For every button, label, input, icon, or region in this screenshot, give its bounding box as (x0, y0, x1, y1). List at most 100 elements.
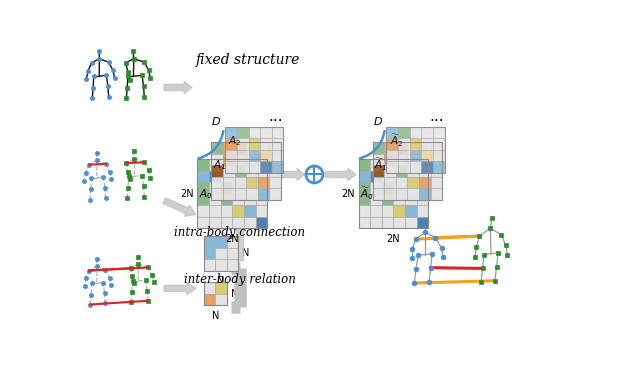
Text: ...: ... (430, 109, 444, 124)
Bar (226, 138, 237, 150)
Bar (211, 142, 281, 200)
Bar (197, 194, 209, 205)
Bar (215, 294, 227, 305)
Bar (405, 205, 417, 217)
Bar (417, 205, 428, 217)
Bar (398, 138, 410, 150)
Bar (235, 154, 246, 165)
FancyArrow shape (279, 168, 304, 180)
Text: 2N: 2N (226, 234, 239, 244)
Bar (382, 217, 394, 228)
Bar (410, 161, 421, 173)
Bar (232, 171, 244, 182)
Bar (386, 127, 444, 173)
Bar (382, 171, 394, 182)
Bar (203, 282, 227, 305)
Bar (203, 236, 239, 271)
Bar (269, 154, 281, 165)
Bar (398, 150, 410, 161)
Bar (246, 188, 258, 200)
Bar (260, 150, 272, 161)
Bar (407, 142, 419, 154)
Bar (384, 142, 396, 154)
Bar (394, 194, 405, 205)
Bar (384, 154, 396, 165)
Bar (221, 171, 232, 182)
Bar (209, 159, 221, 171)
Bar (373, 165, 384, 177)
Bar (394, 217, 405, 228)
Bar (223, 188, 235, 200)
Bar (358, 159, 428, 228)
Bar (235, 142, 246, 154)
Bar (223, 165, 235, 177)
Bar (232, 217, 244, 228)
Bar (407, 165, 419, 177)
Bar (370, 205, 382, 217)
Bar (373, 142, 442, 200)
Bar (203, 259, 215, 271)
Bar (258, 154, 269, 165)
Bar (419, 188, 431, 200)
Bar (370, 182, 382, 194)
Bar (244, 159, 255, 171)
Bar (358, 205, 370, 217)
Bar (384, 165, 396, 177)
Text: N: N (231, 289, 238, 299)
Bar (232, 194, 244, 205)
Bar (237, 138, 248, 150)
Bar (419, 177, 431, 188)
FancyArrow shape (164, 282, 196, 295)
Bar (215, 282, 227, 294)
Text: N: N (242, 249, 250, 258)
Bar (269, 165, 281, 177)
Bar (433, 161, 444, 173)
FancyArrow shape (233, 172, 247, 261)
Bar (421, 150, 433, 161)
Bar (211, 188, 223, 200)
Bar (386, 161, 398, 173)
Bar (211, 177, 223, 188)
Bar (221, 217, 232, 228)
Bar (197, 182, 209, 194)
Bar (223, 142, 235, 154)
Bar (370, 159, 382, 171)
Bar (258, 177, 269, 188)
Bar (407, 177, 419, 188)
Bar (246, 154, 258, 165)
Bar (269, 142, 281, 154)
Bar (226, 150, 237, 161)
Bar (246, 165, 258, 177)
Bar (209, 217, 221, 228)
Bar (235, 165, 246, 177)
Bar (431, 154, 442, 165)
Bar (244, 171, 255, 182)
Bar (405, 182, 417, 194)
Bar (203, 236, 215, 248)
Bar (197, 159, 209, 171)
Bar (203, 248, 215, 259)
Bar (209, 194, 221, 205)
Bar (221, 159, 232, 171)
Bar (419, 142, 431, 154)
Text: 2N: 2N (180, 189, 194, 199)
Text: N: N (211, 311, 219, 321)
Bar (394, 205, 405, 217)
Bar (215, 236, 227, 248)
Bar (272, 138, 284, 150)
Bar (244, 217, 255, 228)
Bar (272, 161, 284, 173)
Bar (431, 142, 442, 154)
Bar (396, 142, 407, 154)
Bar (433, 150, 444, 161)
Bar (248, 150, 260, 161)
Bar (203, 282, 215, 294)
Bar (417, 171, 428, 182)
FancyArrow shape (163, 198, 196, 216)
Bar (410, 127, 421, 138)
Bar (431, 177, 442, 188)
Text: $\widetilde{A}_0$: $\widetilde{A}_0$ (360, 185, 374, 202)
Bar (382, 194, 394, 205)
Bar (248, 161, 260, 173)
Bar (384, 177, 396, 188)
